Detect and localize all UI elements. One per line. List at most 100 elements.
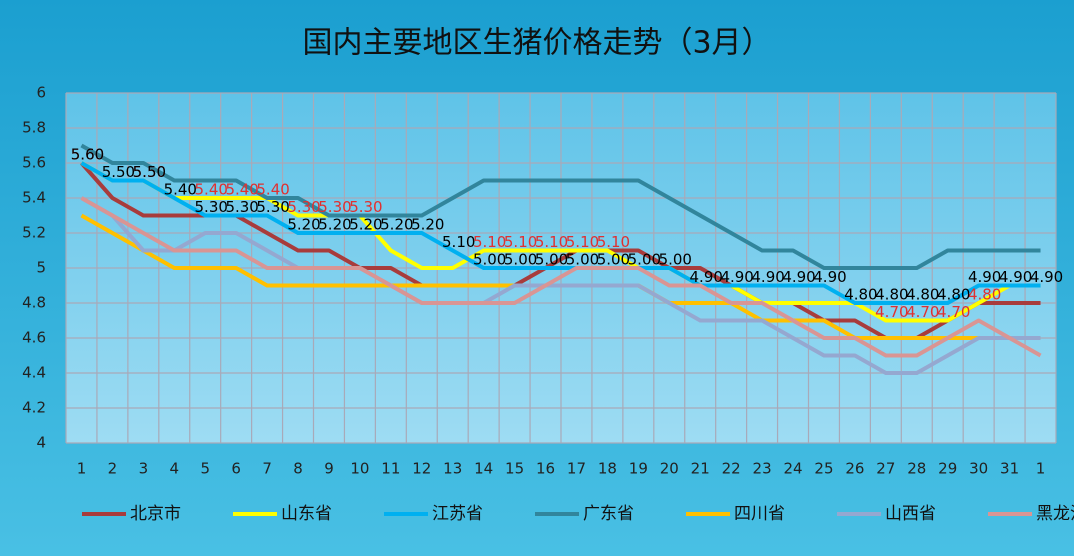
data-label: 4.80 — [937, 286, 970, 304]
y-tick-label: 4.6 — [22, 329, 46, 347]
y-tick-label: 5.8 — [22, 119, 46, 137]
x-tick-label: 10 — [350, 460, 369, 478]
data-label: 5.10 — [442, 233, 475, 251]
data-label: 5.10 — [597, 233, 630, 251]
data-label: 5.20 — [349, 216, 382, 234]
data-label: 5.20 — [318, 216, 351, 234]
data-label: 5.00 — [535, 251, 568, 269]
data-label: 4.90 — [968, 268, 1001, 286]
y-tick-label: 5 — [36, 259, 46, 277]
data-label: 5.00 — [566, 251, 599, 269]
data-label: 5.60 — [71, 146, 104, 164]
data-label: 5.40 — [225, 181, 258, 199]
data-label: 4.90 — [690, 268, 723, 286]
x-tick-label: 19 — [629, 460, 648, 478]
data-label: 4.90 — [1030, 268, 1063, 286]
x-tick-label: 21 — [691, 460, 710, 478]
legend-label: 广东省 — [583, 504, 634, 524]
data-label: 5.40 — [164, 181, 197, 199]
data-label: 5.40 — [195, 181, 228, 199]
y-tick-label: 6 — [36, 84, 46, 102]
data-label: 4.90 — [751, 268, 784, 286]
data-label: 5.30 — [225, 198, 258, 216]
data-label: 4.70 — [937, 303, 970, 321]
x-tick-label: 8 — [293, 460, 303, 478]
x-tick-label: 5 — [200, 460, 210, 478]
data-label: 5.10 — [473, 233, 506, 251]
data-label: 4.90 — [782, 268, 815, 286]
data-label: 5.30 — [287, 198, 320, 216]
data-label: 5.30 — [349, 198, 382, 216]
data-label: 5.00 — [473, 251, 506, 269]
x-tick-label: 1 — [77, 460, 87, 478]
legend-label: 山西省 — [885, 504, 936, 524]
data-label: 5.10 — [535, 233, 568, 251]
data-label: 5.20 — [287, 216, 320, 234]
y-tick-label: 4 — [36, 434, 46, 452]
legend-label: 四川省 — [734, 504, 785, 524]
data-label: 5.00 — [504, 251, 537, 269]
data-label: 4.80 — [906, 286, 939, 304]
series-line — [79, 161, 1041, 340]
data-label: 4.80 — [968, 286, 1001, 304]
x-tick-label: 6 — [231, 460, 241, 478]
data-label: 4.70 — [906, 303, 939, 321]
x-tick-label: 30 — [969, 460, 988, 478]
x-tick-label: 7 — [262, 460, 272, 478]
data-label: 5.10 — [566, 233, 599, 251]
legend-label: 山东省 — [281, 504, 332, 524]
x-tick-label: 20 — [660, 460, 679, 478]
x-tick-label: 1 — [1036, 460, 1046, 478]
series-line — [80, 161, 1041, 323]
data-label: 4.90 — [999, 268, 1032, 286]
data-label: 5.60 — [71, 146, 104, 164]
data-label: 4.70 — [875, 303, 908, 321]
y-tick-label: 5.2 — [22, 224, 46, 242]
data-label: 5.30 — [318, 198, 351, 216]
series-line — [80, 196, 1041, 375]
data-label: 5.50 — [133, 163, 166, 181]
legend-label: 黑龙江省 — [1036, 504, 1074, 524]
x-tick-label: 17 — [567, 460, 586, 478]
x-tick-label: 16 — [536, 460, 555, 478]
data-label: 5.10 — [504, 233, 537, 251]
data-label: 5.00 — [628, 251, 661, 269]
y-tick-label: 5.6 — [22, 154, 46, 172]
series-line — [80, 196, 1042, 358]
y-tick-label: 4.4 — [22, 364, 46, 382]
x-tick-label: 12 — [412, 460, 431, 478]
data-label: 5.00 — [597, 251, 630, 269]
series-line — [80, 161, 1041, 305]
data-label: 5.30 — [256, 198, 289, 216]
data-label: 5.40 — [256, 181, 289, 199]
x-tick-label: 26 — [845, 460, 864, 478]
data-label: 5.20 — [411, 216, 444, 234]
x-tick-label: 31 — [1000, 460, 1019, 478]
x-tick-label: 23 — [753, 460, 772, 478]
data-label: 5.30 — [195, 198, 228, 216]
x-tick-label: 3 — [139, 460, 149, 478]
data-label: 4.80 — [875, 286, 908, 304]
chart-title: 国内主要地区生猪价格走势（3月） — [302, 26, 771, 61]
x-tick-label: 4 — [170, 460, 180, 478]
data-label: 5.20 — [380, 216, 413, 234]
x-tick-label: 22 — [722, 460, 741, 478]
data-label: 5.50 — [102, 163, 135, 181]
x-tick-label: 14 — [474, 460, 493, 478]
x-tick-label: 11 — [381, 460, 400, 478]
y-tick-label: 4.2 — [22, 399, 46, 417]
x-tick-label: 25 — [814, 460, 833, 478]
data-label: 4.80 — [844, 286, 877, 304]
data-label: 4.90 — [720, 268, 753, 286]
x-tick-label: 15 — [505, 460, 524, 478]
x-tick-label: 9 — [324, 460, 334, 478]
y-tick-label: 4.8 — [22, 294, 46, 312]
x-tick-label: 29 — [938, 460, 957, 478]
x-tick-label: 28 — [907, 460, 926, 478]
data-label: 5.00 — [659, 251, 692, 269]
data-label: 5.50 — [133, 163, 166, 181]
legend-label: 江苏省 — [432, 504, 483, 524]
x-tick-label: 13 — [443, 460, 462, 478]
x-tick-label: 2 — [108, 460, 118, 478]
